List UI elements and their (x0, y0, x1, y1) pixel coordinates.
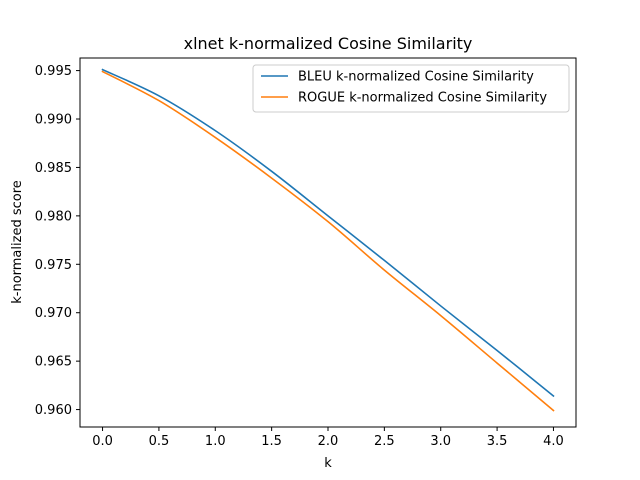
plot-area (79, 57, 577, 428)
x-tick-label: 0.5 (149, 434, 170, 449)
y-tick-label: 0.995 (35, 64, 72, 79)
x-tick-label: 1.5 (261, 434, 282, 449)
series-line-1 (101, 70, 555, 412)
legend-label-0: BLEU k-normalized Cosine Similarity (298, 70, 534, 85)
y-tick-label: 0.970 (35, 306, 72, 321)
y-tick-label: 0.965 (35, 355, 72, 370)
legend-label-1: ROGUE k-normalized Cosine Similarity (298, 91, 547, 106)
y-axis-title: k-normalized score (10, 180, 25, 304)
series-line-0 (101, 68, 555, 398)
y-tick-label: 0.960 (35, 403, 72, 418)
chart-title: xlnet k-normalized Cosine Similarity (184, 34, 473, 53)
series-layer (101, 68, 555, 412)
y-axis: 0.960 0.965 0.970 0.975 0.980 0.985 0.990 0.995 (35, 64, 80, 418)
x-tick-label: 2.5 (374, 434, 395, 449)
legend: BLEU k-normalized Cosine Similarity ROGUE… (252, 64, 570, 113)
y-tick-label: 0.975 (35, 258, 72, 273)
x-tick-label: 1.0 (205, 434, 226, 449)
x-tick-label: 2.0 (318, 434, 339, 449)
x-tick-label: 0.0 (92, 434, 113, 449)
x-tick-label: 4.0 (543, 434, 564, 449)
y-tick-label: 0.990 (35, 113, 72, 128)
x-axis: 0.0 0.5 1.0 1.5 2.0 2.5 3.0 3.5 4.0 (92, 427, 564, 449)
x-tick-label: 3.5 (487, 434, 508, 449)
x-tick-label: 3.0 (430, 434, 451, 449)
y-tick-label: 0.980 (35, 209, 72, 224)
plot-frame (79, 57, 577, 428)
y-tick-label: 0.985 (35, 161, 72, 176)
legend-box (252, 64, 570, 113)
x-axis-title: k (324, 456, 332, 471)
